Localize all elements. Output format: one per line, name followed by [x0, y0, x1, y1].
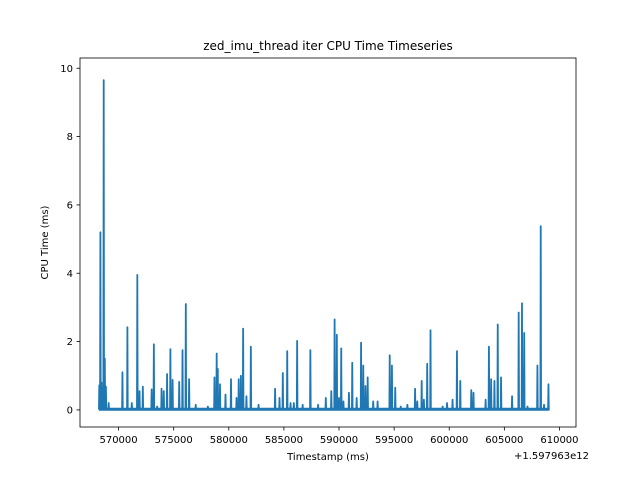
y-tick-label: 0: [67, 405, 73, 416]
x-axis-ticks: 570000 575000 580000 585000 590000 595000 6000…: [99, 427, 579, 446]
y-tick-label: 2: [67, 337, 73, 348]
y-tick-label: 8: [67, 132, 73, 143]
y-tick-label: 4: [67, 269, 73, 280]
x-tick-label: 590000: [320, 435, 358, 446]
y-tick-label: 6: [67, 200, 73, 211]
y-axis-label: CPU Time (ms): [40, 205, 51, 279]
y-axis-ticks: 0 2 4 6 8 10: [60, 64, 80, 416]
x-tick-label: 605000: [485, 435, 523, 446]
x-axis-offset-label: +1.597963e12: [514, 451, 589, 462]
x-tick-label: 600000: [430, 435, 468, 446]
x-tick-label: 575000: [155, 435, 193, 446]
plot-area-frame: [79, 57, 577, 428]
x-tick-label: 580000: [210, 435, 248, 446]
x-tick-label: 595000: [375, 435, 413, 446]
plot-series: [98, 79, 550, 411]
x-axis-label: Timestamp (ms): [286, 452, 369, 463]
x-tick-label: 570000: [99, 435, 137, 446]
x-tick-label: 585000: [265, 435, 303, 446]
chart-title: zed_imu_thread iter CPU Time Timeseries: [203, 39, 453, 53]
y-tick-label: 10: [60, 64, 73, 75]
x-tick-label: 610000: [540, 435, 578, 446]
